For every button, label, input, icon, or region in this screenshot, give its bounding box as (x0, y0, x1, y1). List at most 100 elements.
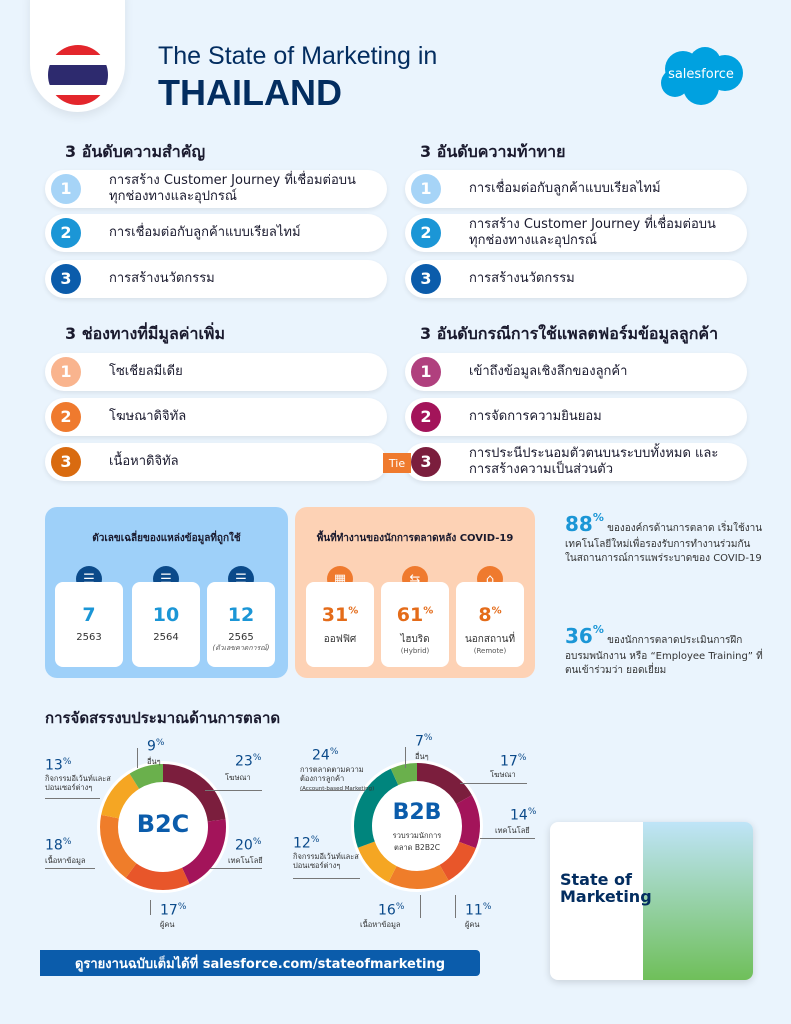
data-source-card: 10 2564 (132, 582, 200, 667)
rank-badge: 2 (411, 218, 441, 248)
item-label: โฆษณาดิจิทัล (109, 409, 187, 425)
item-label: การสร้างนวัตกรรม (469, 271, 575, 287)
b2c-center-label: B2C (136, 810, 190, 838)
leader-line (405, 747, 406, 768)
item-label: เข้าถึงข้อมูลเชิงลึกของลูกค้า (469, 364, 628, 380)
b2b-label-value: 7% (415, 733, 433, 750)
use-cases-item-2: 2 การจัดการความยินยอม (405, 398, 747, 436)
b2c-label-text: โฆษณา (225, 773, 251, 782)
challenges-item-2: 2 การสร้าง Customer Journey ที่เชื่อมต่อบ… (405, 214, 747, 252)
b2c-label-value: 9% (147, 738, 165, 755)
leader-line (455, 895, 456, 918)
workplace-card: 31% ออฟฟิศ (306, 582, 374, 667)
leader-line (480, 838, 535, 839)
b2b-label-value: 24% (312, 747, 339, 764)
thailand-flag-icon (48, 45, 108, 105)
book-title: State of Marketing (560, 870, 652, 906)
channels-item-3: 3 เนื้อหาดิจิทัล (45, 443, 387, 481)
budget-heading: การจัดสรรงบประมาณด้านการตลาด (45, 709, 281, 727)
item-label: โซเชียลมีเดีย (109, 364, 183, 380)
b2b-label-value: 16% (378, 902, 405, 919)
item-label: การจัดการความยินยอม (469, 409, 602, 425)
b2c-label-text: อื่นๆ (147, 757, 161, 766)
b2b-label-text: เนื้อหาข้อมูล (360, 920, 401, 929)
b2b-label-value: 17% (500, 753, 527, 770)
b2b-subtitle: รวบรวมนักการตลาด B2B2C (392, 831, 442, 852)
rank-badge: 1 (51, 174, 81, 204)
priorities-heading: 3 อันดับความสำคัญ (65, 142, 206, 161)
b2c-label-value: 18% (45, 837, 72, 854)
use-cases-item-3: 3 การประนีประนอมตัวตนบนระบบทั้งหมด และ กา… (405, 443, 747, 481)
priorities-item-1: 1 การสร้าง Customer Journey ที่เชื่อมต่อบ… (45, 170, 387, 208)
rank-badge: 2 (51, 402, 81, 432)
donut-segment (100, 764, 226, 890)
b2b-center-label: B2B (392, 800, 442, 825)
tie-badge: Tie (383, 453, 411, 473)
b2b-label-value: 14% (510, 807, 537, 824)
rank-badge: 3 (411, 264, 441, 294)
b2c-label-text: เทคโนโลยี (228, 856, 263, 865)
leader-line (45, 798, 100, 799)
page-title: The State of Marketing in (158, 42, 438, 70)
b2c-label-text: ผู้คน (160, 920, 175, 929)
item-label: การเชื่อมต่อกับลูกค้าแบบเรียลไทม์ (469, 181, 661, 197)
b2c-label-value: 23% (235, 753, 262, 770)
b2c-label-value: 13% (45, 757, 72, 774)
data-source-card: 7 2563 (55, 582, 123, 667)
item-label: การสร้างนวัตกรรม (109, 271, 215, 287)
b2b-label-value: 12% (293, 835, 320, 852)
channels-heading: 3 ช่องทางที่มีมูลค่าเพิ่ม (65, 324, 226, 343)
priorities-item-3: 3 การสร้างนวัตกรรม (45, 260, 387, 298)
donut-segment (354, 763, 480, 889)
leader-line (460, 783, 527, 784)
donut-segment (354, 763, 480, 889)
rank-badge: 3 (411, 447, 441, 477)
leader-line (420, 895, 421, 918)
b2c-label-value: 20% (235, 837, 262, 854)
rank-badge: 2 (411, 402, 441, 432)
b2c-label-text: กิจกรรมอีเว้นท์และสปอนเซอร์ต่างๆ (45, 774, 111, 792)
b2c-label-value: 17% (160, 902, 187, 919)
channels-item-1: 1 โซเชียลมีเดีย (45, 353, 387, 391)
item-label: เนื้อหาดิจิทัล (109, 454, 179, 470)
rank-badge: 3 (51, 264, 81, 294)
donut-segment (100, 764, 226, 890)
b2b-label-text: โฆษณา (490, 770, 516, 779)
challenges-heading: 3 อันดับความท้าทาย (420, 142, 566, 161)
rank-badge: 1 (411, 174, 441, 204)
leader-line (137, 748, 138, 768)
page-title-country: THAILAND (158, 72, 342, 113)
workplace-title: พื้นที่ทำงานของนักการตลาดหลัง COVID-19 (316, 533, 514, 544)
rank-badge: 2 (51, 218, 81, 248)
donut-segment (100, 764, 226, 890)
use-cases-item-1: 1 เข้าถึงข้อมูลเชิงลึกของลูกค้า (405, 353, 747, 391)
b2b-label-value: 11% (465, 902, 492, 919)
rank-badge: 3 (51, 447, 81, 477)
leader-line (293, 878, 360, 879)
data-source-card: 12 2565 (ตัวเลขคาดการณ์) (207, 582, 275, 667)
report-cover-image: State of Marketing (550, 822, 753, 980)
leader-line (210, 868, 262, 869)
item-label: การสร้าง Customer Journey ที่เชื่อมต่อบน… (469, 217, 716, 248)
b2b-label-text: การตลาดตามความต้องการลูกค้า (Account-base… (300, 765, 375, 792)
leader-line (45, 868, 95, 869)
rank-badge: 1 (51, 357, 81, 387)
channels-item-2: 2 โฆษณาดิจิทัล (45, 398, 387, 436)
salesforce-logo: salesforce (655, 45, 747, 107)
b2b-label-text: อื่นๆ (415, 752, 429, 761)
stat-88: 88% ขององค์กรด้านการตลาด เริ่มใช้งานเทคโ… (565, 511, 763, 564)
challenges-item-3: 3 การสร้างนวัตกรรม (405, 260, 747, 298)
donut-segment (354, 763, 480, 889)
stat-36: 36% ของนักการตลาดประเมินการฝึกอบรมพนักงา… (565, 623, 763, 676)
b2b-label-text: กิจกรรมอีเว้นท์และสปอนเซอร์ต่างๆ (293, 852, 359, 870)
donut-segment (100, 764, 226, 890)
rank-badge: 1 (411, 357, 441, 387)
workplace-card: 8% นอกสถานที่ (Remote) (456, 582, 524, 667)
report-link-banner[interactable]: ดูรายงานฉบับเต็มได้ที่ salesforce.com/st… (40, 950, 480, 976)
use-cases-heading: 3 อันดับกรณีการใช้แพลตฟอร์มข้อมูลลูกค้า (420, 324, 719, 343)
b2b-label-text: เทคโนโลยี (495, 826, 530, 835)
donut-segment (354, 763, 480, 889)
leader-line (300, 790, 365, 791)
b2b-label-text: ผู้คน (465, 920, 480, 929)
